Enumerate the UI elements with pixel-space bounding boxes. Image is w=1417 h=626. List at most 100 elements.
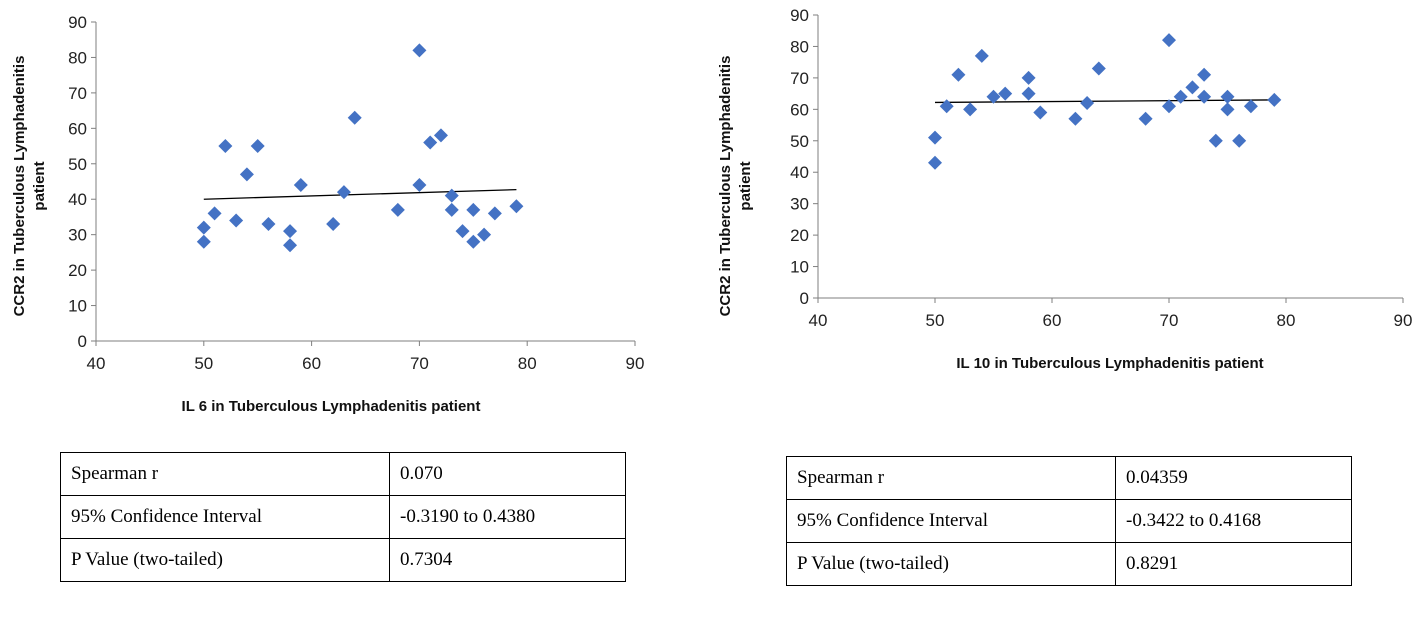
x-tick-label: 90 xyxy=(1394,311,1413,330)
data-point xyxy=(1208,133,1223,148)
data-point xyxy=(1243,99,1258,114)
y-tick-label: 40 xyxy=(790,163,809,182)
data-point xyxy=(444,188,459,203)
data-point xyxy=(1138,111,1153,126)
x-tick-label: 50 xyxy=(194,354,213,373)
table-cell-value: -0.3422 to 0.4168 xyxy=(1115,499,1352,543)
data-point xyxy=(1220,102,1235,117)
y-tick-label: 90 xyxy=(68,13,87,32)
x-tick-label: 90 xyxy=(626,354,645,373)
data-point xyxy=(1162,33,1176,48)
data-point xyxy=(1033,105,1048,120)
table-cell-value: 0.070 xyxy=(389,452,626,496)
x-axis-title: IL 10 in Tuberculous Lymphadenitis patie… xyxy=(956,355,1263,372)
scatter-chart-il6: 0 10 20 30 40 50 60 70 80 90 40 50 60 70 80 90 IL 6 in T… xyxy=(11,13,645,415)
data-point xyxy=(1091,61,1106,76)
data-point xyxy=(261,217,276,232)
table-cell-value: -0.3190 to 0.4380 xyxy=(389,495,626,539)
table-cell-value: 0.7304 xyxy=(389,538,626,582)
data-point xyxy=(229,213,244,228)
data-point xyxy=(207,206,222,221)
data-point xyxy=(347,110,362,125)
data-point xyxy=(412,43,427,58)
y-tick-label: 40 xyxy=(68,190,87,209)
data-point xyxy=(218,139,233,154)
y-tick-label: 80 xyxy=(68,48,87,67)
data-point xyxy=(250,139,265,154)
table-cell-label: Spearman r xyxy=(786,456,1116,500)
data-point xyxy=(433,128,448,143)
y-tick-label: 20 xyxy=(790,226,809,245)
table-row: 95% Confidence Interval -0.3422 to 0.416… xyxy=(786,499,1352,543)
data-point xyxy=(239,167,254,182)
x-tick-label: 70 xyxy=(1160,311,1179,330)
data-point xyxy=(196,220,211,235)
data-point xyxy=(1068,111,1083,126)
data-point xyxy=(390,202,405,217)
data-point xyxy=(963,102,978,117)
y-tick-label: 0 xyxy=(800,289,809,308)
data-point xyxy=(509,199,524,214)
data-point xyxy=(455,224,470,239)
x-tick-label: 60 xyxy=(302,354,321,373)
table-cell-label: 95% Confidence Interval xyxy=(786,499,1116,543)
data-point xyxy=(326,217,341,232)
y-tick-label: 80 xyxy=(790,37,809,56)
y-tick-label: 60 xyxy=(790,100,809,119)
y-tick-label: 60 xyxy=(68,119,87,138)
y-tick-label: 70 xyxy=(68,84,87,103)
y-tick-label: 10 xyxy=(68,297,87,316)
table-row: P Value (two-tailed) 0.7304 xyxy=(60,538,626,582)
y-tick-label: 20 xyxy=(68,261,87,280)
y-axis-title-line: patient xyxy=(737,161,754,210)
data-point xyxy=(1173,89,1188,104)
y-axis-title-line: CCR2 in Tuberculous Lymphadenitis xyxy=(717,56,734,317)
data-point xyxy=(466,202,481,217)
data-point xyxy=(423,135,438,150)
table-row: Spearman r 0.070 xyxy=(60,452,626,496)
data-point xyxy=(1197,89,1212,104)
data-point xyxy=(412,178,427,193)
table-cell-value: 0.8291 xyxy=(1115,542,1352,586)
data-point xyxy=(928,130,942,145)
y-axis-title: CCR2 in Tuberculous Lymphadenitis patient xyxy=(11,56,48,317)
data-point xyxy=(939,99,954,114)
data-point xyxy=(1021,70,1036,85)
y-tick-label: 70 xyxy=(790,69,809,88)
data-point xyxy=(998,86,1013,101)
x-tick-label: 70 xyxy=(410,354,429,373)
data-point xyxy=(487,206,502,221)
x-tick-label: 40 xyxy=(87,354,106,373)
data-point xyxy=(928,155,942,170)
data-point xyxy=(1220,89,1235,104)
data-point xyxy=(477,227,492,242)
x-tick-label: 80 xyxy=(518,354,537,373)
data-point xyxy=(1185,80,1200,95)
x-tick-label: 80 xyxy=(1277,311,1296,330)
trendline xyxy=(934,99,1275,104)
data-point xyxy=(336,185,351,200)
table-row: 95% Confidence Interval -0.3190 to 0.438… xyxy=(60,495,626,539)
y-tick-label: 30 xyxy=(790,195,809,214)
data-point xyxy=(951,67,966,82)
data-point xyxy=(283,238,298,253)
y-tick-label: 0 xyxy=(78,332,87,351)
data-point xyxy=(1080,96,1095,111)
table-cell-value: 0.04359 xyxy=(1115,456,1352,500)
scatter-chart-il10: 0 10 20 30 40 50 60 70 80 90 40 50 60 70 80 90 IL 10 in … xyxy=(717,6,1413,372)
data-point xyxy=(466,234,481,249)
data-point xyxy=(293,178,308,193)
x-tick-label: 60 xyxy=(1043,311,1062,330)
data-point xyxy=(283,224,298,239)
table-cell-label: P Value (two-tailed) xyxy=(60,538,390,582)
y-tick-label: 10 xyxy=(790,258,809,277)
data-point xyxy=(1162,99,1176,114)
y-axis-title-line: patient xyxy=(31,161,48,210)
y-tick-label: 30 xyxy=(68,226,87,245)
y-tick-label: 90 xyxy=(790,6,809,25)
data-point xyxy=(1197,67,1212,82)
data-point xyxy=(974,48,989,63)
x-tick-label: 50 xyxy=(926,311,945,330)
data-point xyxy=(986,89,1001,104)
trendline xyxy=(203,189,517,200)
